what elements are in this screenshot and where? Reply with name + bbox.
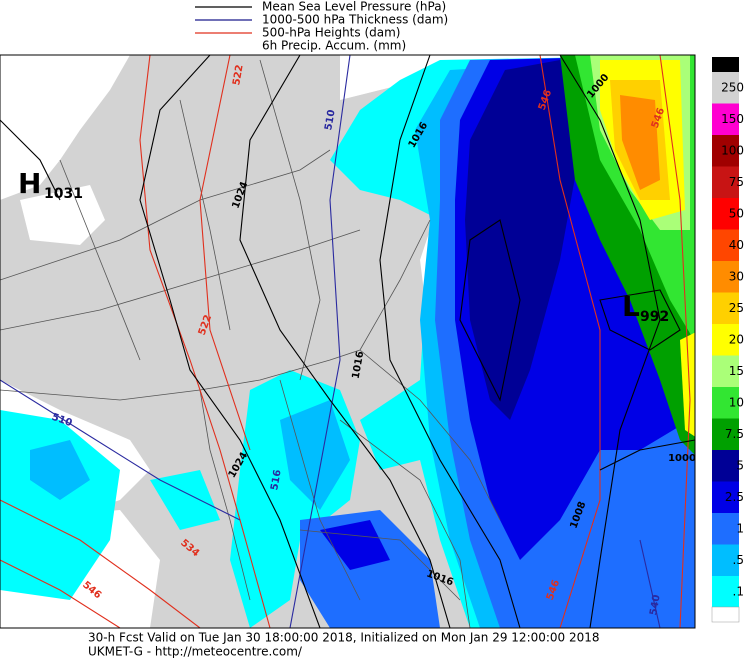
colorbar-box: [712, 387, 739, 419]
colorbar-label: 10: [729, 395, 744, 409]
colorbar-box: [712, 229, 739, 262]
water: [20, 185, 105, 245]
precip-05: [280, 400, 350, 510]
legend-label: 6h Precip. Accum. (mm): [262, 39, 406, 53]
colorbar-top: [712, 57, 739, 72]
colorbar-box: [712, 198, 739, 230]
precip-01: [150, 470, 220, 530]
colorbar-label: 1: [736, 521, 744, 535]
precip-20: [680, 332, 695, 437]
colorbar-box: [712, 292, 739, 325]
contour-label: 510: [323, 109, 337, 132]
high-letter: H: [18, 167, 41, 200]
high-value: 1031: [44, 186, 83, 202]
map: H 1031 L 992 102452252251051010165465461…: [0, 55, 696, 628]
colorbar-label: .1: [733, 584, 744, 598]
colorbar-box: [712, 324, 739, 356]
colorbar-box: [712, 166, 739, 199]
colorbar-box: [712, 72, 739, 104]
low-letter: L: [622, 290, 640, 323]
boundaries: [0, 59, 501, 628]
colorbar-label: 75: [729, 175, 744, 189]
legend-label: Mean Sea Level Pressure (hPa): [262, 0, 446, 14]
colorbar-label: 30: [729, 269, 744, 283]
colorbar-label: .5: [733, 553, 744, 567]
water: [0, 55, 130, 200]
colorbar-box: [712, 103, 739, 136]
contour-label: 1000: [668, 453, 696, 464]
colorbar-label: 250: [721, 80, 744, 94]
colorbar-label: 100: [721, 143, 744, 157]
map-frame: [0, 54, 696, 629]
colorbar-box: [712, 355, 739, 388]
precip-05: [30, 440, 90, 500]
colorbar-box: [712, 513, 739, 545]
colorbar-label: 25: [729, 301, 744, 315]
precip-5: [465, 60, 580, 420]
low-value: 992: [640, 309, 669, 325]
contours: [0, 55, 695, 628]
colorbar-label: 20: [729, 332, 744, 346]
contour-label: 1016: [351, 350, 367, 379]
contour-label: 516: [269, 469, 283, 492]
legend-label: 500-hPa Heights (dam): [262, 26, 400, 40]
colorbar-box: [712, 544, 739, 577]
colorbar-label: 15: [729, 364, 744, 378]
contour-label: 522: [231, 64, 245, 87]
colorbar-label: 7.5: [725, 427, 744, 441]
legend-label: 1000-500 hPa Thickness (dam): [262, 13, 448, 27]
colorbar-bottom: [711, 606, 740, 623]
colorbar-label: 5: [736, 458, 744, 472]
colorbar-label: 50: [729, 206, 744, 220]
colorbar-box: [712, 450, 739, 482]
precip-30: [620, 95, 660, 190]
colorbar-box: [712, 135, 739, 167]
colorbar-label: 40: [729, 238, 744, 252]
colorbar-label: 150: [721, 112, 744, 126]
precip-2-5: [320, 520, 390, 570]
contour-label: 540: [648, 594, 662, 617]
colorbar-label: 2.5: [725, 490, 744, 504]
colorbar-box: [712, 481, 739, 514]
pressure-centers: H 1031 L 992: [18, 167, 669, 325]
footer-line-2: UKMET-G - http://meteocentre.com/: [88, 645, 303, 659]
colorbar: 250 150 100 75 50 40 30 25 20 15 10 7.5 5 2.5 1 .5 .1: [711, 57, 744, 623]
footer-line-1: 30-h Fcst Valid on Tue Jan 30 18:00:00 2…: [88, 631, 600, 645]
colorbar-box: [712, 576, 739, 608]
colorbar-box: [712, 261, 739, 293]
legend: Mean Sea Level Pressure (hPa)1000-500 hP…: [195, 0, 448, 53]
colorbar-box: [712, 418, 739, 451]
